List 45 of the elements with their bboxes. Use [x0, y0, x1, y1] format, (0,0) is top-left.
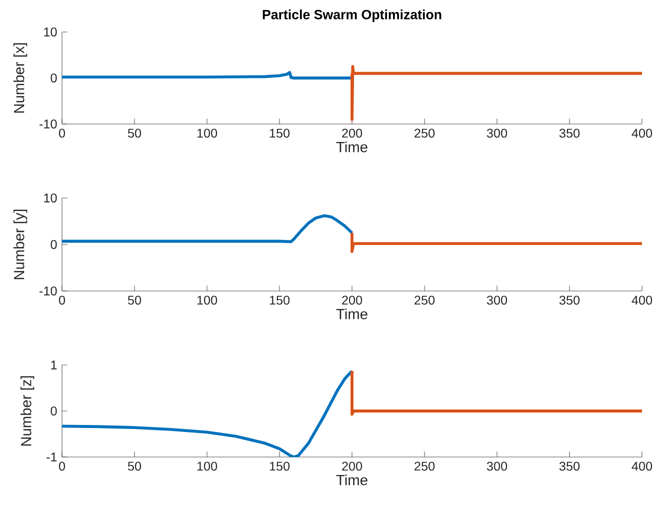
x-tick-label: 100 — [197, 296, 218, 305]
x-tick-label: 0 — [58, 462, 66, 471]
x-tick-label: 50 — [128, 296, 142, 305]
x-tick-label: 200 — [342, 128, 362, 138]
x-tick-label: 200 — [342, 296, 362, 305]
y-tick-label: 0 — [50, 74, 57, 82]
x-tick-label: 100 — [197, 462, 218, 471]
x-axis-title: Time — [336, 474, 368, 486]
y-tick-label: 0 — [50, 406, 57, 416]
x-tick-label: 150 — [270, 462, 290, 471]
x-tick-label: 300 — [486, 296, 508, 305]
x-tick-label: 100 — [197, 128, 218, 138]
x-tick-label: 400 — [632, 462, 652, 471]
x-tick-label: 250 — [414, 128, 435, 138]
x-tick-label: 400 — [632, 296, 652, 305]
y-axis-title: Number [x] — [13, 43, 28, 113]
x-tick-label: 350 — [559, 296, 580, 305]
x-tick-label: 300 — [486, 462, 508, 471]
x-tick-label: 350 — [559, 462, 580, 471]
chart-title: Particle Swarm Optimization — [262, 10, 442, 22]
x-tick-label: 150 — [270, 128, 290, 138]
x-tick-label: 200 — [342, 462, 362, 471]
y-tick-label: 10 — [44, 28, 57, 36]
y-tick-label: 10 — [44, 194, 57, 202]
x-axis-title: Time — [336, 142, 368, 152]
line-series — [62, 370, 354, 457]
x-tick-label: 250 — [414, 462, 435, 471]
x-tick-label: 300 — [486, 128, 508, 138]
x-tick-label: 150 — [270, 296, 290, 305]
x-tick-label: 50 — [128, 462, 142, 471]
y-axis-title: Number [y] — [13, 210, 28, 280]
x-tick-label: 400 — [632, 128, 652, 138]
y-tick-label: -1 — [46, 452, 57, 462]
x-tick-label: 50 — [128, 128, 142, 138]
y-axis-title: Number [z] — [20, 376, 34, 446]
x-tick-label: 0 — [58, 128, 66, 138]
y-tick-label: -10 — [40, 286, 57, 296]
line-series — [62, 214, 354, 244]
x-tick-label: 0 — [58, 296, 66, 305]
y-tick-label: -10 — [40, 120, 57, 128]
x-axis-title: Time — [336, 308, 368, 320]
x-tick-label: 250 — [414, 296, 435, 305]
y-tick-label: 0 — [50, 240, 57, 249]
y-tick-label: 1 — [51, 360, 57, 370]
x-tick-label: 350 — [559, 128, 580, 138]
